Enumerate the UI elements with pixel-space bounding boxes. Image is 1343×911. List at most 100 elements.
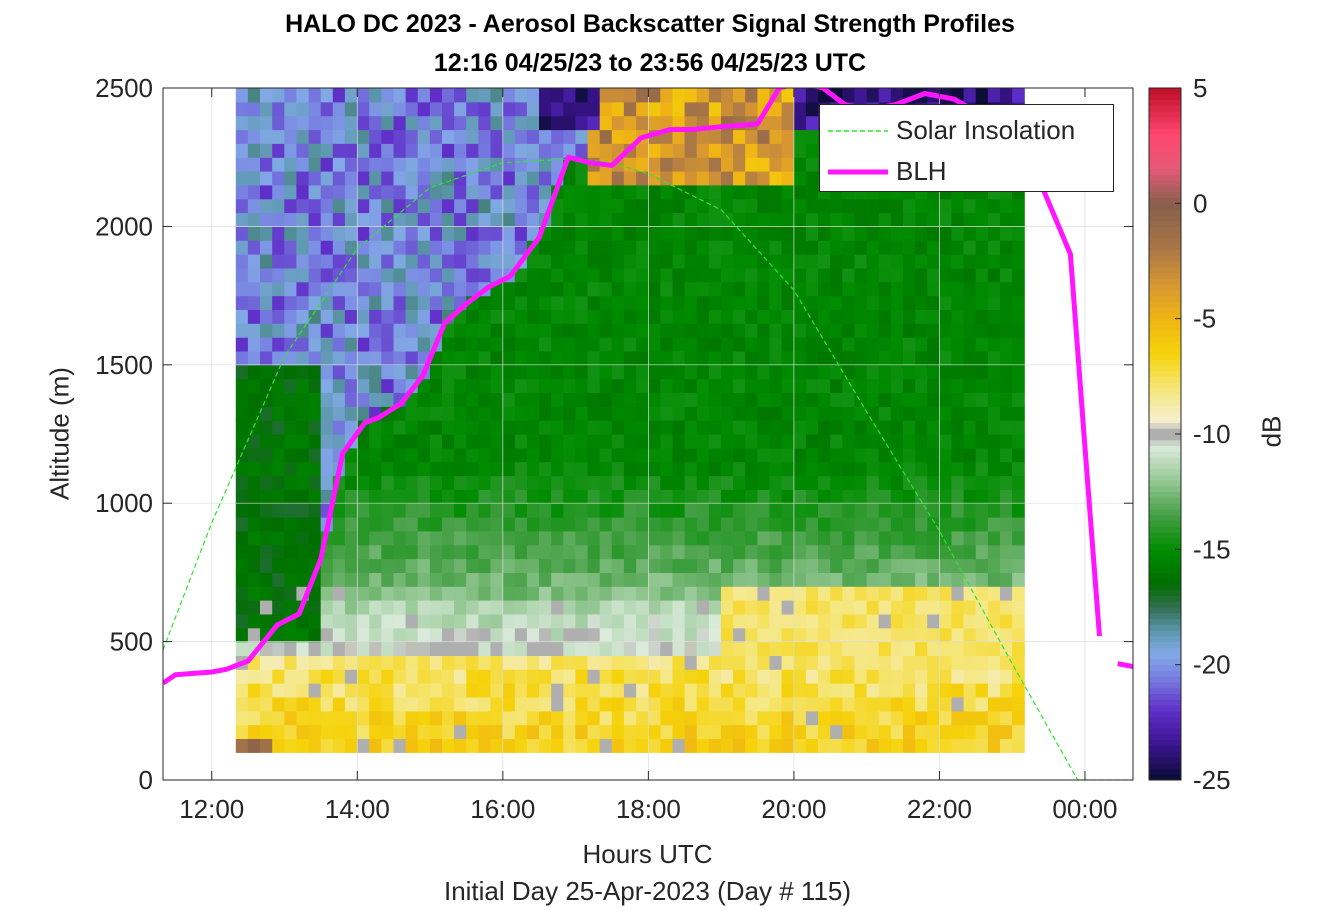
heatmap-cell [636, 544, 649, 560]
heatmap-cell [854, 323, 868, 338]
heatmap-cell [818, 697, 831, 712]
heatmap-cell [842, 655, 855, 670]
heatmap-cell [611, 517, 625, 532]
heatmap-cell [357, 171, 370, 186]
heatmap-cell [866, 627, 880, 643]
heatmap-cell [696, 738, 710, 753]
heatmap-cell [296, 613, 310, 629]
heatmap-cell [708, 309, 722, 324]
heatmap-cell [830, 240, 843, 255]
heatmap-cell [599, 240, 613, 255]
heatmap-cell [272, 88, 285, 103]
heatmap-cell [1012, 337, 1025, 352]
heatmap-cell [393, 544, 407, 560]
heatmap-cell [539, 600, 552, 615]
colorbar-segment [1149, 416, 1181, 423]
heatmap-cell [332, 184, 346, 200]
heatmap-cell [793, 281, 807, 297]
heatmap-cell [721, 697, 734, 712]
heatmap-cell [951, 641, 965, 656]
heatmap-cell [636, 337, 649, 352]
heatmap-cell [502, 710, 516, 726]
heatmap-cell [247, 129, 261, 144]
heatmap-cell [939, 295, 952, 310]
heatmap-cell [842, 697, 855, 712]
heatmap-cell [1000, 240, 1013, 255]
heatmap-cell [708, 351, 722, 366]
y-tick-label: 500 [110, 627, 153, 657]
heatmap-cell [563, 171, 576, 186]
heatmap-cell [357, 323, 370, 338]
colorbar-segment [1149, 560, 1181, 568]
heatmap-cell [551, 544, 564, 560]
heatmap-cell [490, 697, 504, 712]
heatmap-cell [344, 697, 358, 712]
heatmap-cell [975, 267, 989, 283]
heatmap-cell [842, 627, 855, 643]
heatmap-cell [830, 558, 843, 573]
heatmap-cell [296, 184, 310, 200]
heatmap-cell [1000, 212, 1013, 227]
heatmap-cell [854, 420, 868, 435]
heatmap-cell [466, 434, 479, 449]
heatmap-cell [429, 641, 443, 656]
heatmap-cell [1000, 378, 1013, 393]
heatmap-cell [466, 337, 479, 352]
heatmap-cell [987, 309, 1001, 324]
heatmap-cell [247, 627, 261, 643]
heatmap-cell [927, 544, 940, 560]
heatmap-cell [235, 226, 249, 241]
heatmap-cell [235, 613, 249, 629]
heatmap-cell [902, 295, 916, 310]
heatmap-cell [514, 143, 528, 158]
heatmap-cell [466, 101, 479, 117]
heatmap-cell [1000, 475, 1013, 490]
heatmap-cell [781, 420, 795, 435]
colorbar-segment [1149, 468, 1181, 475]
heatmap-cell [660, 212, 673, 227]
heatmap-cell [490, 447, 504, 463]
heatmap-cell [235, 503, 249, 518]
heatmap-cell [563, 101, 576, 117]
heatmap-cell [805, 738, 819, 753]
heatmap-cell [890, 295, 904, 310]
heatmap-cell [1012, 198, 1025, 214]
heatmap-cell [490, 323, 504, 338]
heatmap-cell [745, 157, 758, 172]
heatmap-cell [514, 295, 528, 310]
heatmap-cell [357, 586, 370, 601]
heatmap-cell [830, 544, 843, 560]
heatmap-cell [915, 724, 928, 739]
heatmap-cell [902, 240, 916, 255]
heatmap-cell [502, 392, 516, 407]
heatmap-cell [260, 517, 273, 532]
heatmap-cell [344, 489, 358, 504]
heatmap-cell [696, 544, 710, 560]
heatmap-cell [454, 434, 467, 449]
heatmap-cell [478, 738, 492, 753]
heatmap-cell [1012, 226, 1025, 241]
heatmap-cell [733, 447, 746, 463]
heatmap-cell [405, 406, 419, 421]
heatmap-cell [781, 503, 795, 518]
heatmap-cell [575, 447, 589, 463]
heatmap-cell [684, 143, 698, 158]
y-tick-label: 0 [139, 765, 153, 795]
heatmap-cell [405, 517, 419, 532]
colorbar-segment [1149, 601, 1181, 608]
heatmap-cell [660, 600, 673, 615]
heatmap-cell [975, 434, 989, 449]
heatmap-cell [927, 558, 940, 573]
heatmap-cell [623, 88, 637, 103]
heatmap-cell [332, 683, 346, 698]
series-line-blh [1117, 661, 1133, 669]
heatmap-cell [890, 226, 904, 241]
heatmap-cell [369, 184, 382, 200]
heatmap-cell [332, 226, 346, 241]
heatmap-cell [660, 627, 673, 643]
heatmap-cell [915, 558, 928, 573]
heatmap-cell [721, 267, 734, 283]
heatmap-cell [781, 171, 795, 186]
heatmap-cell [696, 171, 710, 186]
heatmap-cell [454, 337, 467, 352]
